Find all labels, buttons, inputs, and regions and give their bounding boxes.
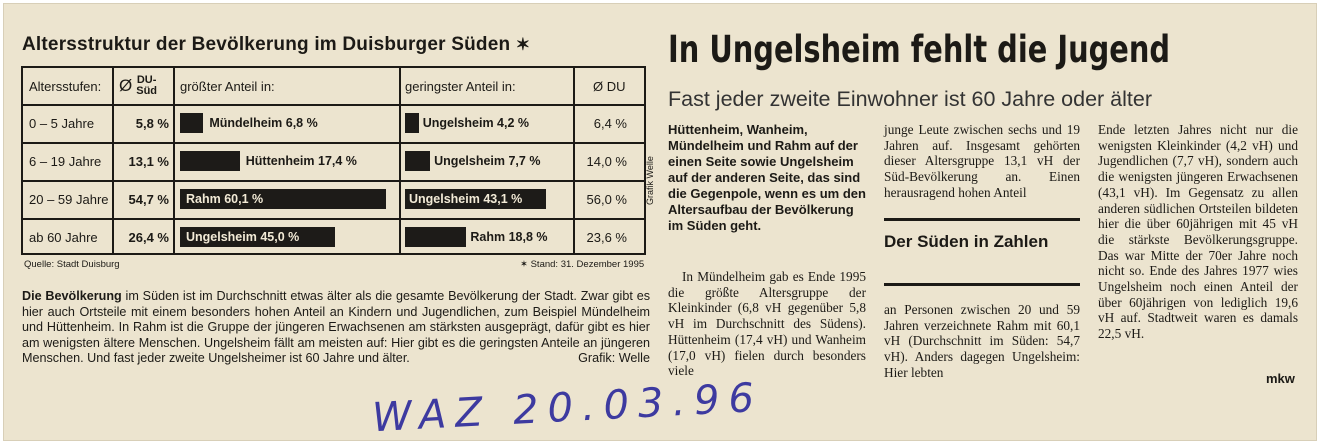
author-signature: mkw bbox=[1266, 371, 1295, 386]
chart-title: Altersstruktur der Bevölkerung im Duisbu… bbox=[22, 34, 530, 56]
box-title: Der Süden in Zahlen bbox=[884, 232, 1049, 251]
min-share-bar bbox=[405, 189, 546, 209]
star-icon: ✶ bbox=[515, 35, 531, 54]
stand-note: ✶ Stand: 31. Dezember 1995 bbox=[520, 259, 645, 270]
min-share-label: Ungelsheim 4,2 % bbox=[422, 116, 529, 130]
du-cell: 14,0 % bbox=[586, 153, 627, 169]
header-du-sued-line2: Süd bbox=[136, 85, 158, 97]
max-share-label: Rahm 60,1 % bbox=[186, 192, 264, 206]
newspaper-clipping bbox=[3, 3, 1317, 441]
divider bbox=[23, 180, 644, 182]
du-sued-cell: 13,1 % bbox=[128, 153, 169, 169]
max-share-bar bbox=[180, 189, 387, 209]
max-share-bar bbox=[180, 227, 335, 247]
divider bbox=[573, 68, 575, 253]
min-share-bar bbox=[405, 227, 467, 247]
max-share-label: Hüttenheim 17,4 % bbox=[245, 154, 357, 168]
max-share-label: Ungelsheim 45,0 % bbox=[186, 230, 300, 244]
intro-body: im Süden ist im Durchschnitt etwas älter… bbox=[22, 289, 650, 366]
age-range-cell: 0 – 5 Jahre bbox=[29, 115, 95, 131]
age-range-cell: ab 60 Jahre bbox=[29, 229, 98, 245]
article-lead: Hüttenheim, Wanheim, Mündelheim und Rahm… bbox=[668, 122, 866, 233]
box-rule-top bbox=[884, 218, 1080, 221]
divider bbox=[23, 218, 644, 220]
header-du-sued: Ø DU- Süd bbox=[119, 68, 157, 104]
source-note: Quelle: Stadt Duisburg bbox=[24, 259, 120, 270]
min-share-label: Ungelsheim 43,1 % bbox=[409, 192, 523, 206]
du-sued-cell: 5,8 % bbox=[135, 115, 169, 131]
box-rule-bottom bbox=[884, 283, 1080, 286]
du-cell: 6,4 % bbox=[593, 115, 627, 131]
du-cell: 56,0 % bbox=[586, 191, 627, 207]
intro-credit: Grafik: Welle bbox=[578, 351, 650, 366]
intro-lead: Die Bevölkerung bbox=[22, 289, 122, 303]
header-greatest: größter Anteil in: bbox=[180, 78, 275, 94]
max-share-bar bbox=[180, 113, 204, 133]
intro-paragraph: Die Bevölkerung im Süden ist im Durchsch… bbox=[22, 289, 650, 367]
chart-title-text: Altersstruktur der Bevölkerung im Duisbu… bbox=[22, 34, 511, 55]
article-column-2-top: junge Leute zwischen sechs und 19 Jahren… bbox=[884, 122, 1080, 200]
du-sued-cell: 54,7 % bbox=[128, 191, 169, 207]
header-ages: Altersstufen: bbox=[29, 78, 102, 94]
divider bbox=[173, 68, 175, 253]
divider bbox=[399, 68, 401, 253]
header-smallest: geringster Anteil in: bbox=[405, 78, 516, 94]
min-share-label: Rahm 18,8 % bbox=[470, 230, 548, 244]
divider bbox=[112, 68, 114, 253]
min-share-label: Ungelsheim 7,7 % bbox=[434, 154, 541, 168]
age-range-cell: 20 – 59 Jahre bbox=[29, 191, 109, 207]
max-share-label: Mündelheim 6,8 % bbox=[209, 116, 318, 130]
vertical-credit: Grafik Welle bbox=[645, 156, 655, 205]
du-sued-cell: 26,4 % bbox=[128, 229, 169, 245]
du-cell: 23,6 % bbox=[586, 229, 627, 245]
subheadline: Fast jeder zweite Einwohner ist 60 Jahre… bbox=[668, 87, 1152, 111]
age-range-cell: 6 – 19 Jahre bbox=[29, 153, 102, 169]
headline: In Ungelsheim fehlt die Jugend bbox=[668, 28, 1171, 71]
average-icon: Ø bbox=[119, 76, 133, 95]
min-share-bar bbox=[405, 113, 419, 133]
header-du-sued-line1: DU- bbox=[136, 74, 157, 86]
divider bbox=[23, 104, 644, 106]
age-structure-table: Altersstufen: Ø DU- Süd größter Anteil i… bbox=[21, 66, 646, 255]
article-column-3: Ende letzten Jahres nicht nur die wenigs… bbox=[1098, 122, 1298, 342]
divider bbox=[23, 142, 644, 144]
header-du: Ø DU bbox=[593, 78, 626, 94]
min-share-bar bbox=[405, 151, 431, 171]
max-share-bar bbox=[180, 151, 240, 171]
article-column-2-bottom: an Personen zwischen 20 und 59 Jahren ve… bbox=[884, 302, 1080, 380]
article-column-1: In Mündelheim gab es Ende 1995 die größt… bbox=[668, 269, 866, 379]
